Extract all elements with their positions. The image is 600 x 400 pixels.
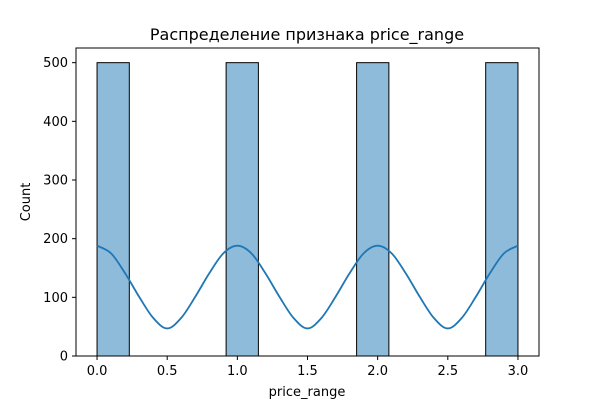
y-tick-label: 0 <box>60 350 68 365</box>
y-axis-ticks: 0 100 200 300 400 500 <box>43 56 76 365</box>
x-tick-label: 1.5 <box>297 364 318 379</box>
kde-curve-group <box>96 244 519 330</box>
x-tick-label: 0.0 <box>87 364 108 379</box>
x-tick-label: 2.5 <box>437 364 458 379</box>
y-tick-label: 200 <box>43 232 68 247</box>
x-tick-label: 0.5 <box>157 364 178 379</box>
x-axis-label: price_range <box>269 385 346 400</box>
histogram-bar-2 <box>356 62 390 357</box>
x-tick-label: 1.0 <box>227 364 248 379</box>
kde-curve <box>96 244 519 330</box>
y-tick-label: 100 <box>43 291 68 306</box>
histogram-bar-3 <box>485 62 519 357</box>
histogram-bars <box>96 62 519 357</box>
plot-area-frame <box>75 47 540 357</box>
x-axis-ticks: 0.0 0.5 1.0 1.5 2.0 2.5 3.0 <box>87 356 529 379</box>
histogram-bar-0 <box>96 62 130 357</box>
chart-title: Распределение признака price_range <box>150 25 464 45</box>
y-axis-label: Count <box>19 183 34 222</box>
histogram-bar-1 <box>225 62 259 357</box>
y-tick-label: 300 <box>43 174 68 189</box>
x-tick-label: 3.0 <box>508 364 529 379</box>
x-tick-label: 2.0 <box>367 364 388 379</box>
y-tick-label: 500 <box>43 56 68 71</box>
y-tick-label: 400 <box>43 115 68 130</box>
